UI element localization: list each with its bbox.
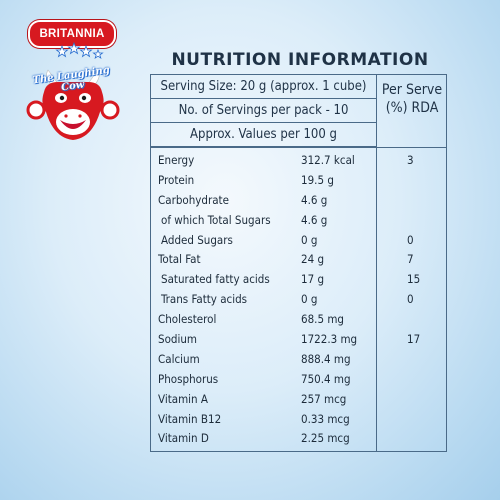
- table-row: Added Sugars 0 g 0: [151, 231, 446, 251]
- nutrient-name: Vitamin A: [158, 391, 208, 406]
- nutrient-value: 0.33 mcg: [301, 411, 350, 426]
- nutrient-name: Calcium: [158, 351, 200, 366]
- values-basis: Approx. Values per 100 g: [151, 123, 376, 147]
- table-row: Vitamin D 2.25 mcg: [151, 429, 446, 449]
- nutrient-value: 0 g: [301, 232, 318, 247]
- nutrient-value: 888.4 mg: [301, 351, 351, 366]
- table-row: Vitamin A 257 mcg: [151, 390, 446, 410]
- nutrient-value: 257 mcg: [301, 391, 347, 406]
- nutrient-value: 4.6 g: [301, 192, 328, 207]
- laughing-cow-icon: [26, 42, 120, 140]
- nutrient-value: 68.5 mg: [301, 312, 344, 327]
- nutrient-value: 24 g: [301, 252, 325, 267]
- nutrient-name: Sodium: [158, 332, 197, 347]
- table-row: Calcium 888.4 mg: [151, 350, 446, 370]
- nutrient-name: Vitamin B12: [158, 411, 222, 426]
- nutrient-rda: 0: [407, 232, 414, 247]
- britannia-logo: BRITANNIA: [28, 20, 116, 48]
- nutrient-name: Phosphorus: [158, 371, 219, 386]
- nutrient-value: 2.25 mcg: [301, 431, 350, 446]
- nutrient-name: Saturated fatty acids: [161, 272, 270, 287]
- table-row: Energy 312.7 kcal 3: [151, 151, 446, 171]
- nutrition-title: NUTRITION INFORMATION: [171, 50, 429, 70]
- per-serve-header: Per Serve (%) RDA: [381, 82, 443, 116]
- nutrient-rda: 15: [407, 272, 421, 287]
- nutrient-value: 19.5 g: [301, 172, 334, 187]
- nutrition-table: Serving Size: 20 g (approx. 1 cube) No. …: [150, 74, 447, 452]
- table-row: Sodium 1722.3 mg 17: [151, 330, 446, 350]
- nutrient-name: of which Total Sugars: [161, 212, 271, 227]
- nutrient-value: 1722.3 mg: [301, 332, 358, 347]
- servings-per-pack: No. of Servings per pack - 10: [151, 99, 376, 123]
- nutrient-name: Vitamin D: [158, 431, 209, 446]
- nutrient-name: Added Sugars: [161, 232, 233, 247]
- nutrient-rda: 17: [407, 332, 421, 347]
- nutrient-name: Cholesterol: [158, 312, 217, 327]
- nutrient-name: Energy: [158, 153, 195, 167]
- nutrient-rda: 0: [407, 292, 414, 307]
- table-row: of which Total Sugars 4.6 g: [151, 211, 446, 231]
- table-row: Trans Fatty acids 0 g 0: [151, 290, 446, 310]
- table-row: Protein 19.5 g: [151, 171, 446, 191]
- table-row: Total Fat 24 g 7: [151, 250, 446, 270]
- table-row: Cholesterol 68.5 mg: [151, 310, 446, 330]
- nutrient-name: Carbohydrate: [158, 192, 229, 207]
- serving-size: Serving Size: 20 g (approx. 1 cube): [151, 75, 376, 99]
- nutrient-rda: 3: [407, 153, 414, 167]
- table-row: Saturated fatty acids 17 g 15: [151, 270, 446, 290]
- header-divider: [151, 147, 446, 148]
- column-divider: [376, 75, 377, 451]
- table-row: Phosphorus 750.4 mg: [151, 370, 446, 390]
- nutrient-value: 4.6 g: [301, 212, 328, 227]
- nutrient-name: Protein: [158, 172, 195, 187]
- nutrient-value: 17 g: [301, 272, 325, 287]
- table-row: Vitamin B12 0.33 mcg: [151, 410, 446, 430]
- brand-logo: BRITANNIA The Laughing Cow: [18, 20, 128, 140]
- nutrient-value: 750.4 mg: [301, 371, 351, 386]
- table-row: Carbohydrate 4.6 g: [151, 191, 446, 211]
- nutrient-value: 0 g: [301, 292, 318, 307]
- nutrient-name: Total Fat: [158, 252, 201, 267]
- nutrient-rda: 7: [407, 252, 414, 267]
- nutrient-value: 312.7 kcal: [301, 153, 355, 167]
- nutrient-name: Trans Fatty acids: [161, 292, 248, 307]
- nutrient-rows: Energy 312.7 kcal 3 Protein 19.5 g Carbohydra…: [151, 151, 446, 449]
